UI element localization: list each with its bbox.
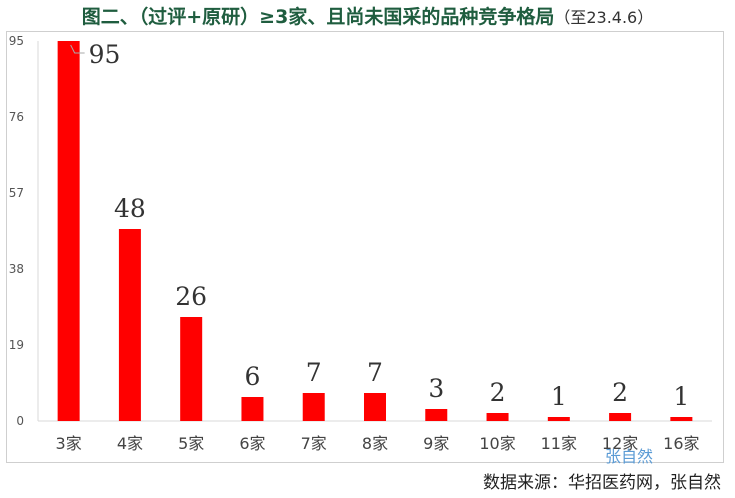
chart-title-date: （至23.4.6）: [554, 8, 654, 27]
x-category-label-2: 5家: [178, 434, 204, 453]
x-category-label-5: 8家: [362, 434, 388, 453]
bar-6: [425, 409, 448, 421]
data-label-9: 2: [612, 378, 628, 407]
bar-9: [609, 413, 632, 421]
bar-5: [364, 393, 386, 421]
data-label-0: 95: [89, 40, 121, 69]
bar-10: [670, 417, 693, 421]
data-label-6: 3: [428, 374, 444, 403]
x-category-label-9: 12家: [602, 434, 638, 453]
data-label-3: 6: [245, 362, 261, 391]
x-category-label-7: 10家: [479, 434, 515, 453]
data-label-leader-0: [70, 44, 85, 54]
y-tick-label-5: 95: [9, 34, 24, 48]
chart-frame: [6, 31, 724, 463]
chart-title: 图二、（过评+原研）≥3家、且尚未国采的品种竞争格局（至23.4.6）: [0, 2, 735, 29]
x-category-label-6: 9家: [423, 434, 449, 453]
bar-2: [180, 317, 203, 421]
bar-0: [57, 41, 80, 421]
data-label-2: 26: [175, 282, 207, 311]
x-category-label-4: 7家: [301, 434, 327, 453]
x-category-label-10: 16家: [663, 434, 699, 453]
x-category-label-1: 4家: [117, 434, 143, 453]
bar-1: [118, 229, 141, 421]
y-tick-label-0: 0: [16, 414, 24, 428]
y-tick-label-2: 38: [9, 262, 24, 276]
x-category-label-8: 11家: [541, 434, 577, 453]
data-label-5: 7: [367, 358, 383, 387]
data-label-10: 1: [673, 382, 689, 411]
x-category-label-3: 6家: [239, 434, 265, 453]
data-label-1: 48: [114, 194, 146, 223]
data-label-4: 7: [306, 358, 322, 387]
source-note: 数据来源：华招医药网，张自然: [483, 473, 721, 493]
y-tick-label-1: 19: [9, 338, 24, 352]
x-category-label-0: 3家: [56, 434, 82, 453]
bar-7: [486, 413, 509, 421]
bar-4: [302, 393, 325, 421]
watermark: 张自然: [605, 447, 654, 466]
data-label-8: 1: [551, 382, 567, 411]
chart-title-main: 图二、（过评+原研）≥3家、且尚未国采的品种竞争格局: [81, 6, 555, 28]
bar-8: [547, 417, 570, 421]
y-tick-label-3: 57: [9, 186, 24, 200]
data-label-7: 2: [490, 378, 506, 407]
y-tick-label-4: 76: [9, 110, 24, 124]
bar-3: [241, 397, 264, 421]
